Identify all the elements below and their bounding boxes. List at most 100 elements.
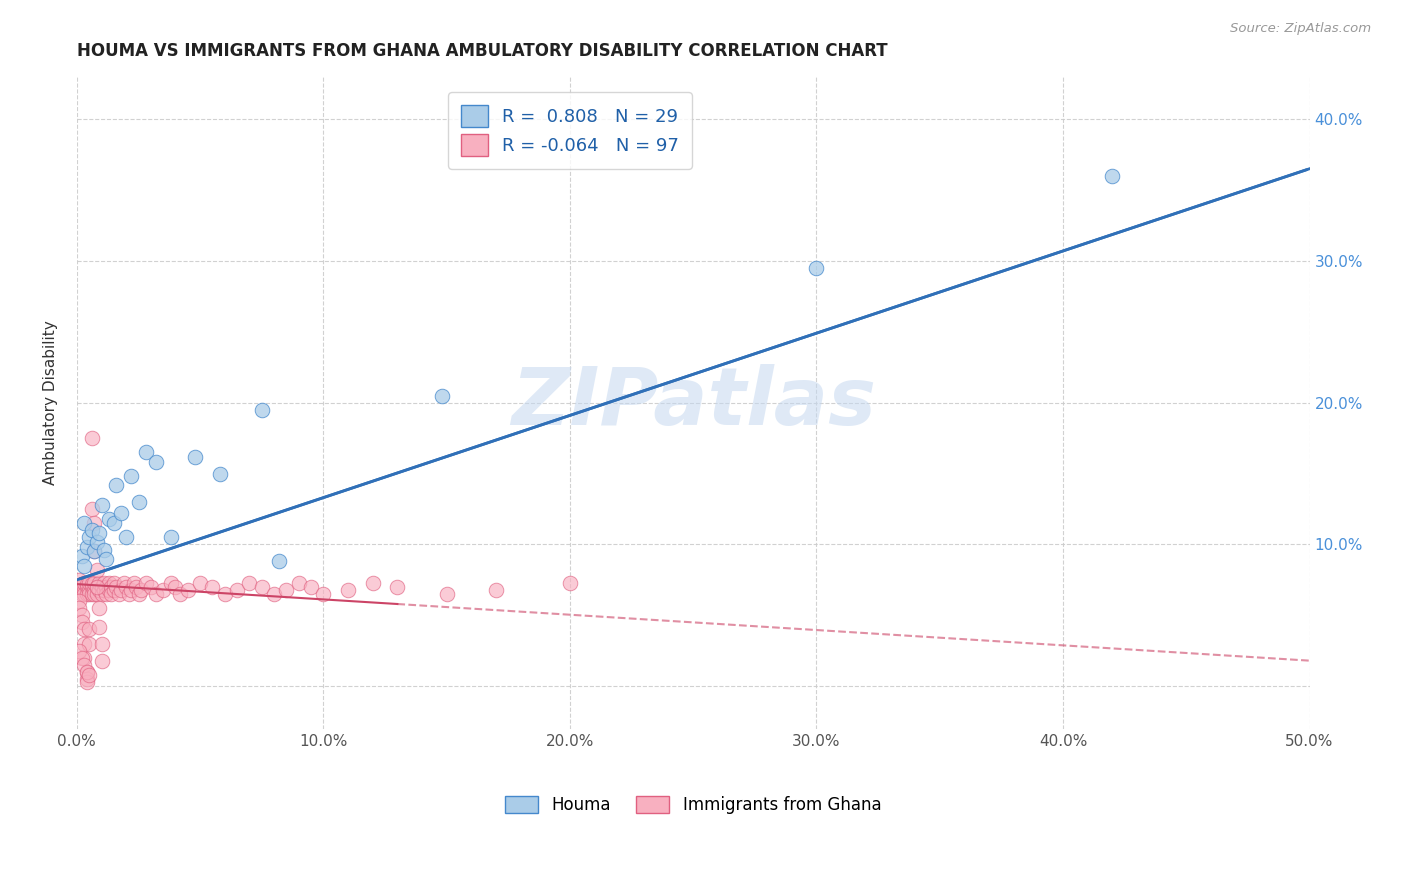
Point [806, 260, 828, 275]
Point [485, 582, 508, 597]
Point [77, 668, 100, 682]
Point [80, 580, 103, 594]
Point [120, 469, 142, 483]
Point [73, 558, 96, 573]
Point [103, 582, 125, 597]
Point [96, 580, 118, 594]
Point [86, 580, 108, 594]
Point [86, 587, 108, 601]
Point [122, 575, 145, 590]
Point [100, 580, 122, 594]
Point [93, 543, 115, 558]
Point [87, 582, 110, 597]
Point [103, 575, 125, 590]
Point [250, 402, 273, 417]
Point [83, 516, 105, 530]
Point [128, 495, 150, 509]
Point [70, 650, 93, 665]
Point [70, 580, 93, 594]
Point [115, 580, 138, 594]
Point [169, 587, 191, 601]
Point [80, 431, 103, 445]
Point [115, 530, 138, 544]
Point [67, 573, 90, 587]
Point [125, 580, 148, 594]
Point [145, 455, 167, 469]
Point [83, 575, 105, 590]
Point [208, 467, 231, 481]
Point [93, 575, 115, 590]
Point [83, 587, 105, 601]
Point [76, 665, 98, 679]
Point [105, 580, 128, 594]
Legend: Houma, Immigrants from Ghana: Houma, Immigrants from Ghana [498, 789, 889, 821]
Point [135, 575, 157, 590]
Point [76, 580, 98, 594]
Point [67, 582, 90, 597]
Point [70, 615, 93, 630]
Point [80, 587, 103, 601]
Point [110, 582, 132, 597]
Point [165, 580, 187, 594]
Point [83, 544, 105, 558]
Point [77, 530, 100, 544]
Point [214, 587, 236, 601]
Point [110, 506, 132, 520]
Point [73, 623, 96, 637]
Point [105, 478, 128, 492]
Point [73, 582, 96, 597]
Point [83, 582, 105, 597]
Point [90, 587, 112, 601]
Point [67, 594, 90, 608]
Point [90, 580, 112, 594]
Point [83, 544, 105, 558]
Point [145, 587, 167, 601]
Point [77, 637, 100, 651]
Point [184, 450, 207, 464]
Point [76, 672, 98, 686]
Point [70, 608, 93, 623]
Point [1101, 169, 1123, 183]
Point [77, 623, 100, 637]
Point [276, 582, 298, 597]
Point [436, 587, 458, 601]
Point [80, 523, 103, 537]
Point [87, 526, 110, 541]
Text: HOUMA VS IMMIGRANTS FROM GHANA AMBULATORY DISABILITY CORRELATION CHART: HOUMA VS IMMIGRANTS FROM GHANA AMBULATOR… [77, 42, 887, 60]
Point [361, 575, 384, 590]
Point [177, 582, 200, 597]
Point [76, 577, 98, 591]
Point [299, 580, 322, 594]
Point [96, 587, 118, 601]
Point [159, 530, 181, 544]
Point [103, 516, 125, 530]
Point [97, 582, 120, 597]
Point [97, 512, 120, 526]
Point [67, 644, 90, 658]
Point [337, 582, 360, 597]
Point [73, 575, 96, 590]
Point [250, 580, 273, 594]
Point [87, 620, 110, 634]
Point [159, 575, 181, 590]
Point [86, 563, 108, 577]
Y-axis label: Ambulatory Disability: Ambulatory Disability [44, 320, 58, 485]
Point [73, 587, 96, 601]
Point [387, 580, 409, 594]
Point [77, 587, 100, 601]
Point [76, 587, 98, 601]
Point [70, 587, 93, 601]
Point [90, 654, 112, 668]
Point [100, 587, 122, 601]
Point [128, 587, 150, 601]
Point [86, 534, 108, 549]
Point [558, 575, 581, 590]
Point [135, 445, 157, 459]
Point [80, 577, 103, 591]
Point [70, 577, 93, 591]
Text: ZIPatlas: ZIPatlas [510, 364, 876, 442]
Point [86, 580, 108, 594]
Point [76, 665, 98, 679]
Point [129, 582, 152, 597]
Point [77, 575, 100, 590]
